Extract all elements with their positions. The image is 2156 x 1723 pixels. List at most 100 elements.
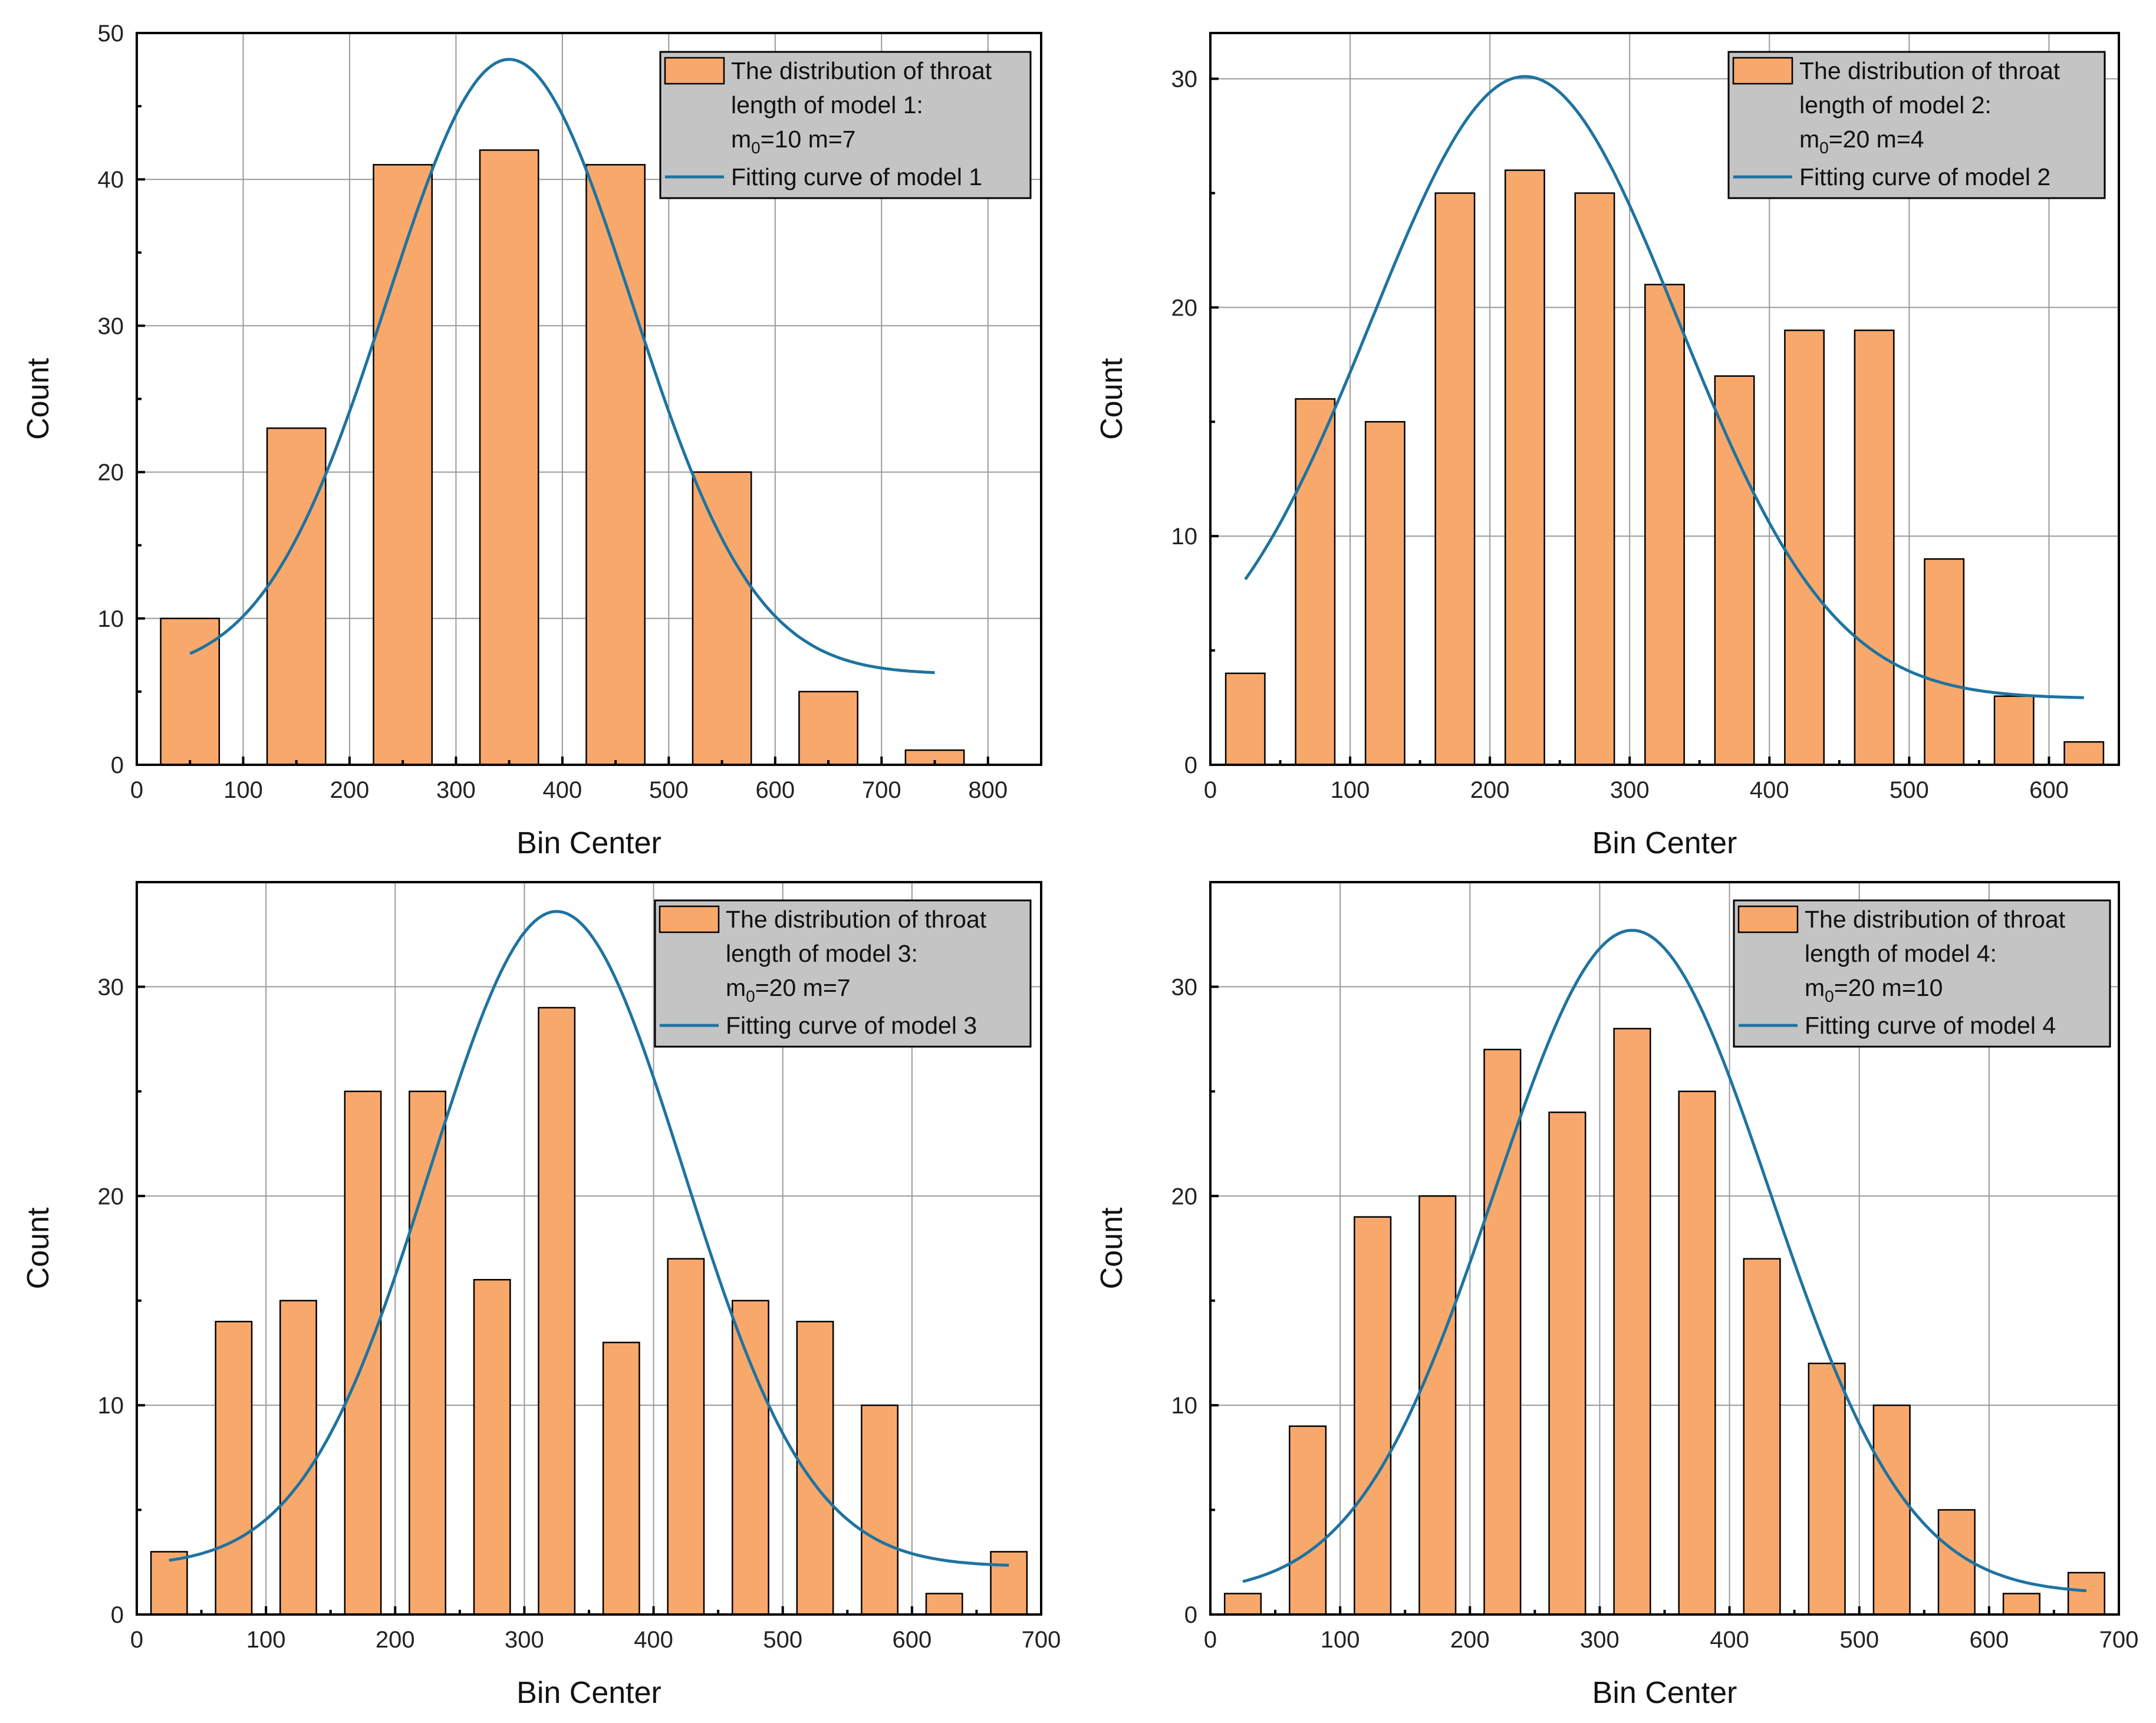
x-tick-label: 300 [1580, 1627, 1620, 1653]
histogram-bar [373, 164, 433, 766]
histogram-bar [1784, 329, 1825, 766]
x-tick-label: 500 [763, 1627, 802, 1653]
y-tick-label: 20 [98, 1183, 124, 1209]
histogram-bar [473, 1278, 511, 1616]
histogram-bar [798, 690, 858, 766]
x-tick-label: 600 [755, 777, 795, 803]
histogram-bar [150, 1551, 188, 1616]
legend-bar-swatch [659, 905, 720, 933]
histogram-bar [215, 1320, 253, 1616]
histogram-bar [1743, 1258, 1781, 1616]
y-axis-title: Count [1095, 1207, 1129, 1289]
legend-bar-swatch [1737, 905, 1799, 933]
histogram-bar [2063, 741, 2105, 766]
x-tick-label: 500 [1890, 777, 1929, 803]
x-tick-label: 0 [1204, 1627, 1217, 1653]
histogram-bar [1993, 695, 2035, 766]
legend-bar-label-line2: length of model 2: [1799, 91, 1992, 119]
x-tick-label: 200 [1470, 777, 1510, 803]
x-tick-label: 200 [330, 777, 370, 803]
x-tick-label: 700 [1022, 1627, 1061, 1653]
histogram-bar [1574, 192, 1615, 766]
y-tick-label: 30 [98, 313, 124, 339]
x-tick-label: 100 [1331, 777, 1370, 803]
x-tick-label: 600 [1969, 1627, 2009, 1653]
histogram-bar [344, 1090, 382, 1616]
histogram-bar [585, 164, 646, 766]
x-tick-label: 300 [1610, 777, 1650, 803]
legend-bar-label-line1: The distribution of throat [726, 906, 987, 933]
histogram-bar [1289, 1425, 1327, 1616]
histogram-bar [1872, 1404, 1911, 1616]
fitting-curve [1244, 75, 2084, 699]
x-tick-label: 600 [892, 1627, 931, 1653]
histogram-bar [538, 1007, 576, 1616]
histogram-bar [2002, 1593, 2040, 1616]
histogram-bar [990, 1551, 1028, 1616]
x-tick-label: 400 [634, 1627, 673, 1653]
legend: The distribution of throat length of mode… [1727, 51, 2106, 199]
y-tick-label: 10 [1171, 1393, 1198, 1419]
legend-bar-label-line2: length of model 4: [1805, 940, 1997, 967]
x-tick-label: 200 [376, 1627, 415, 1653]
x-tick-label: 400 [1750, 777, 1789, 803]
histogram-bar [1354, 1216, 1392, 1616]
histogram-bar [1504, 169, 1545, 766]
y-tick-label: 30 [98, 974, 124, 1000]
chart-panel-1: 0 100 200 300 400 500 600 700 800 0 10 20 30 40 50 Bin … [21, 21, 1042, 860]
legend-bar-label-line1: The distribution of throat [731, 57, 992, 84]
legend-bar-label-line2: length of model 3: [726, 940, 918, 967]
legend-bar-label-line2: length of model 1: [731, 91, 923, 119]
histogram-bar [1483, 1048, 1522, 1616]
x-axis-title: Bin Center [516, 1676, 661, 1710]
x-tick-label: 800 [968, 777, 1008, 803]
histogram-bar [1418, 1195, 1457, 1616]
y-tick-label: 30 [1171, 67, 1198, 93]
histogram-bar [1225, 672, 1266, 766]
y-tick-label: 40 [98, 167, 124, 193]
y-tick-label: 50 [98, 21, 124, 47]
histogram-bar [1644, 284, 1685, 766]
histogram-bar [925, 1593, 963, 1616]
y-tick-label: 0 [1184, 1602, 1197, 1628]
legend-bar-label-line1: The distribution of throat [1799, 57, 2060, 84]
y-axis-title: Count [21, 358, 55, 440]
y-tick-label: 10 [1171, 524, 1198, 550]
y-tick-label: 20 [1171, 295, 1198, 321]
y-axis-title: Count [21, 1207, 55, 1289]
legend: The distribution of throat length of mode… [659, 51, 1032, 199]
histogram-bar [731, 1300, 769, 1616]
histogram-bar [667, 1258, 705, 1616]
y-tick-label: 0 [111, 752, 124, 778]
histogram-bar [1678, 1090, 1716, 1616]
y-axis-title: Count [1095, 358, 1129, 440]
histogram-bar [1364, 421, 1405, 766]
legend-bar-label-params: m0=20 m=4 [1799, 126, 1924, 157]
histogram-bar [409, 1090, 447, 1616]
histogram-bar [861, 1404, 899, 1616]
legend: The distribution of throat length of mode… [654, 899, 1032, 1048]
histogram-bar [1548, 1112, 1586, 1616]
histogram-bar [1714, 375, 1755, 766]
x-tick-label: 700 [862, 777, 901, 803]
fitting-curve [1242, 929, 2087, 1593]
fitting-curve [169, 910, 1009, 1567]
histogram-bar [1223, 1593, 1262, 1616]
legend-bar-label-params: m0=20 m=7 [726, 974, 851, 1005]
x-tick-label: 300 [505, 1627, 544, 1653]
legend-curve-label: Fitting curve of model 4 [1805, 1012, 2056, 1039]
histogram-bar [279, 1300, 317, 1616]
y-tick-label: 0 [111, 1602, 124, 1628]
legend-bar-label-line1: The distribution of throat [1805, 906, 2066, 933]
histogram-bar [602, 1341, 640, 1616]
x-tick-label: 400 [543, 777, 582, 803]
legend-curve-label: Fitting curve of model 3 [726, 1012, 977, 1039]
x-tick-label: 500 [1839, 1627, 1879, 1653]
y-tick-label: 0 [1184, 752, 1197, 778]
fitting-curve [189, 58, 935, 675]
y-tick-label: 10 [98, 1393, 124, 1419]
chart-panel-4: 0 100 200 300 400 500 600 700 0 10 20 30 Bin Center C… [1095, 881, 2138, 1710]
histogram-bar [1808, 1362, 1846, 1616]
chart-panel-2: 0 100 200 300 400 500 600 0 10 20 30 Bin Center Coun… [1095, 32, 2120, 860]
